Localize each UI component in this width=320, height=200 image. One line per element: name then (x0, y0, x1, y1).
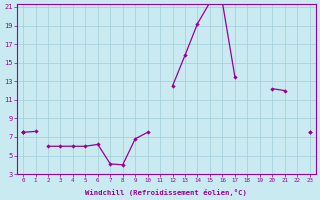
X-axis label: Windchill (Refroidissement éolien,°C): Windchill (Refroidissement éolien,°C) (85, 189, 247, 196)
